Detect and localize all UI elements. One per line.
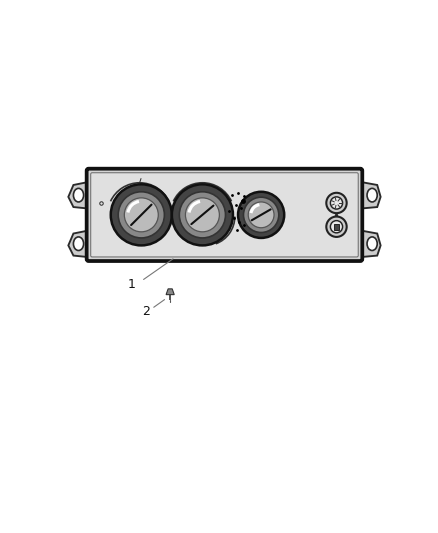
Circle shape xyxy=(326,193,346,213)
Ellipse shape xyxy=(367,188,377,202)
Circle shape xyxy=(179,192,226,238)
Polygon shape xyxy=(359,182,381,209)
Polygon shape xyxy=(68,182,90,209)
Bar xyxy=(334,224,339,230)
Circle shape xyxy=(172,184,233,245)
Polygon shape xyxy=(359,230,381,257)
Polygon shape xyxy=(166,289,174,295)
Circle shape xyxy=(326,216,346,237)
Text: 1: 1 xyxy=(127,278,135,291)
Ellipse shape xyxy=(367,237,377,251)
Circle shape xyxy=(111,184,172,245)
Circle shape xyxy=(118,192,164,238)
Polygon shape xyxy=(68,230,90,257)
Ellipse shape xyxy=(74,188,84,202)
Circle shape xyxy=(238,192,284,238)
Circle shape xyxy=(244,197,279,232)
FancyBboxPatch shape xyxy=(87,168,362,261)
Circle shape xyxy=(248,202,274,228)
Circle shape xyxy=(185,198,219,232)
FancyBboxPatch shape xyxy=(91,173,358,257)
Circle shape xyxy=(330,197,343,209)
Text: 2: 2 xyxy=(142,305,150,318)
Circle shape xyxy=(330,221,343,233)
Ellipse shape xyxy=(74,237,84,251)
Circle shape xyxy=(124,198,158,232)
